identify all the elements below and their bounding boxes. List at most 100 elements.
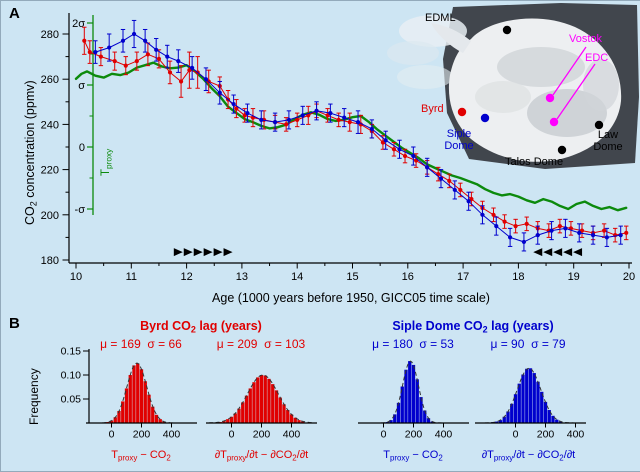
lag-tick-label: 200: [133, 429, 151, 441]
co2-tick-label: 280: [41, 29, 59, 41]
map-label-edc: EDC: [585, 53, 608, 65]
histogram-bar: [408, 361, 411, 423]
age-axis-title: Age (1000 years before 1950, GICC05 time…: [71, 291, 631, 305]
sigma-tick-label: 0: [79, 142, 85, 154]
sigma-tick-label: 2σ: [72, 18, 85, 30]
map-site-dot: [458, 108, 466, 116]
data-point: [491, 213, 495, 217]
left-arrow-marker: [563, 248, 572, 256]
data-point: [132, 32, 136, 36]
data-point: [425, 165, 429, 169]
frequency-tick-label: 0.05: [61, 394, 82, 406]
siple-lag-title: Siple Dome CO2 lag (years): [353, 319, 593, 335]
age-tick-label: 11: [126, 271, 137, 283]
data-point: [458, 188, 462, 192]
stats-hist-3: μ = 180 σ = 53: [358, 337, 468, 351]
data-point: [168, 70, 172, 74]
map-site-dot: [550, 118, 558, 126]
data-point: [314, 109, 318, 113]
histogram-bar: [536, 382, 539, 423]
age-tick-label: 18: [512, 271, 524, 283]
stats-hist-4: μ = 90 σ = 79: [473, 337, 583, 351]
data-point: [605, 235, 609, 239]
lag-tick-label: 0: [513, 429, 519, 441]
data-point: [135, 59, 139, 63]
co2-tick-label: 200: [41, 210, 59, 222]
stats-hist-1: μ = 169 σ = 66: [86, 337, 196, 351]
data-point: [411, 154, 415, 158]
data-point: [370, 127, 374, 131]
co2-tick-label: 240: [41, 119, 59, 131]
data-point: [146, 52, 150, 56]
histogram-bar: [132, 365, 135, 423]
data-point: [591, 233, 595, 237]
right-arrow-marker: [214, 248, 223, 256]
data-point: [453, 188, 457, 192]
map-cloud: [397, 65, 453, 89]
histogram-bar: [506, 411, 509, 423]
panel-b-label: B: [9, 315, 20, 332]
map-ice-shading: [583, 59, 619, 111]
byrd-lag-title: Byrd CO2 lag (years): [91, 319, 311, 335]
sigma-tick-label: -σ: [75, 204, 86, 216]
map-site-dot: [481, 114, 489, 122]
data-point: [502, 219, 506, 223]
map-label-law-dome: Law Dome: [587, 130, 629, 154]
data-point: [107, 45, 111, 49]
map-site-dot: [595, 121, 603, 129]
age-tick-label: 17: [457, 271, 469, 283]
data-point: [356, 120, 360, 124]
age-tick-label: 14: [291, 271, 303, 283]
data-point: [525, 222, 529, 226]
map-label-siple-dome: Siple Dome: [439, 129, 479, 153]
data-point: [384, 138, 388, 142]
data-point: [508, 235, 512, 239]
lag-tick-label: 0: [381, 429, 387, 441]
data-point: [232, 102, 236, 106]
right-arrow-marker: [224, 248, 233, 256]
data-point: [301, 113, 305, 117]
histogram-bar: [267, 379, 270, 423]
data-point: [93, 50, 97, 54]
histogram-bar: [275, 390, 278, 423]
age-tick-label: 19: [568, 271, 580, 283]
histogram-bar: [140, 369, 143, 423]
data-point: [176, 59, 180, 63]
histogram-bar: [151, 407, 154, 423]
left-arrow-marker: [533, 248, 542, 256]
right-arrow-marker: [174, 248, 183, 256]
data-point: [165, 55, 169, 59]
caption-hist-2: ∂Tproxy/∂t − ∂CO2/∂t: [194, 449, 329, 462]
data-point: [522, 240, 526, 244]
map-site-dot: [558, 146, 566, 154]
map-cloud: [387, 41, 439, 65]
map-label-edml: EDML: [425, 13, 456, 25]
data-point: [328, 111, 332, 115]
data-point: [204, 77, 208, 81]
data-point: [348, 120, 352, 124]
lag-tick-label: 400: [435, 429, 453, 441]
histogram-bar: [241, 402, 244, 423]
caption-hist-3: Tproxy − CO2: [358, 449, 468, 462]
data-point: [143, 39, 147, 43]
histogram-bar: [252, 382, 255, 423]
data-point: [514, 224, 518, 228]
co2-tick-label: 260: [41, 74, 59, 86]
map-label-byrd: Byrd: [421, 104, 444, 116]
map-site-dot: [546, 94, 554, 102]
data-point: [218, 91, 222, 95]
histogram-bar: [264, 375, 267, 423]
frequency-tick-label: 0.15: [61, 346, 82, 358]
panel-a-label: A: [9, 5, 20, 22]
histogram-bar: [245, 396, 248, 423]
data-point: [154, 48, 158, 52]
data-point: [467, 199, 471, 203]
histogram-bar: [529, 368, 532, 423]
histogram-bar: [518, 384, 521, 423]
data-point: [179, 79, 183, 83]
data-point: [284, 122, 288, 126]
data-point: [447, 179, 451, 183]
